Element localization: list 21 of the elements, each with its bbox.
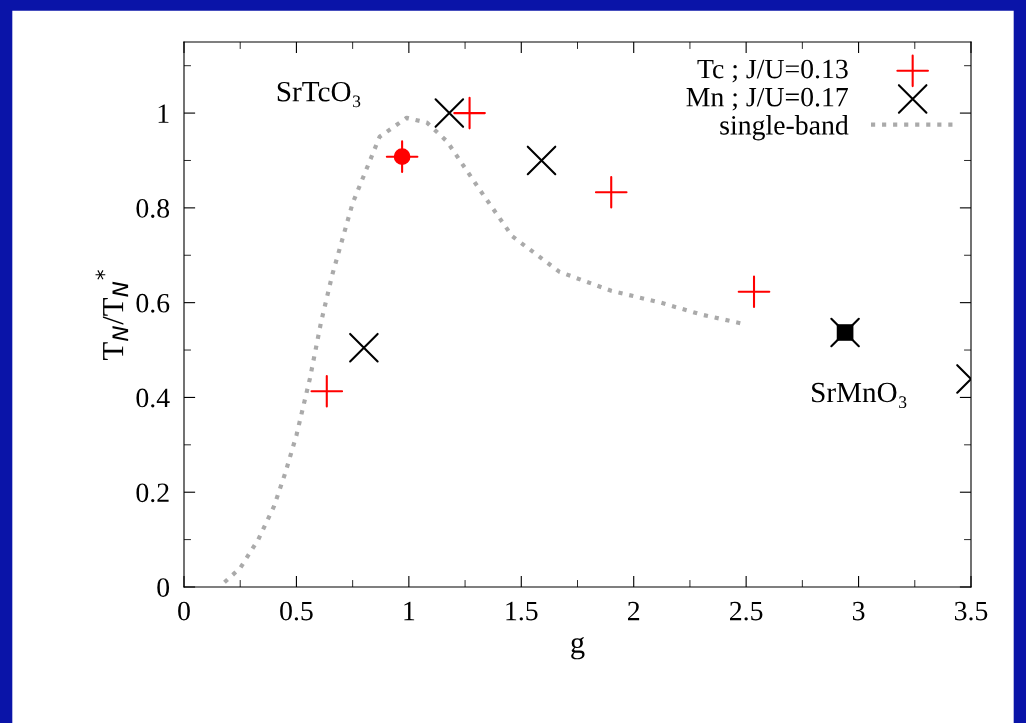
x-tick-label: 2 bbox=[627, 601, 640, 621]
legend-label: Tc ; J/U=0.13 bbox=[697, 59, 848, 83]
annotation: SrMnO₃ bbox=[812, 382, 907, 409]
y-tick-label: 0.6 bbox=[136, 293, 170, 313]
x-tick-label: 0 bbox=[178, 601, 190, 621]
x-axis-title: g bbox=[571, 637, 585, 660]
x-tick-label: 2.5 bbox=[730, 601, 763, 621]
y-tick-label: 0 bbox=[157, 578, 170, 597]
x-tick-label: 1.5 bbox=[506, 601, 538, 621]
legend-label: Mn ; J/U=0.17 bbox=[686, 87, 848, 111]
legend-label: single-band bbox=[720, 115, 849, 141]
x-tick-label: 0.5 bbox=[280, 601, 313, 621]
annotation: SrTcO₃ bbox=[277, 81, 361, 108]
y-tick-label: 1 bbox=[158, 104, 169, 123]
y-tick-label: 0.8 bbox=[136, 199, 170, 218]
x-tick-label: 3.5 bbox=[954, 601, 988, 621]
y-tick-label: 0.2 bbox=[136, 483, 169, 503]
x-tick-label: 3 bbox=[852, 601, 865, 621]
y-axis-title: T$_{N}$/T$_{N}$$^{*}$ bbox=[95, 270, 129, 360]
x-tick-label: 1 bbox=[404, 601, 415, 621]
y-tick-label: 0.4 bbox=[136, 388, 170, 408]
